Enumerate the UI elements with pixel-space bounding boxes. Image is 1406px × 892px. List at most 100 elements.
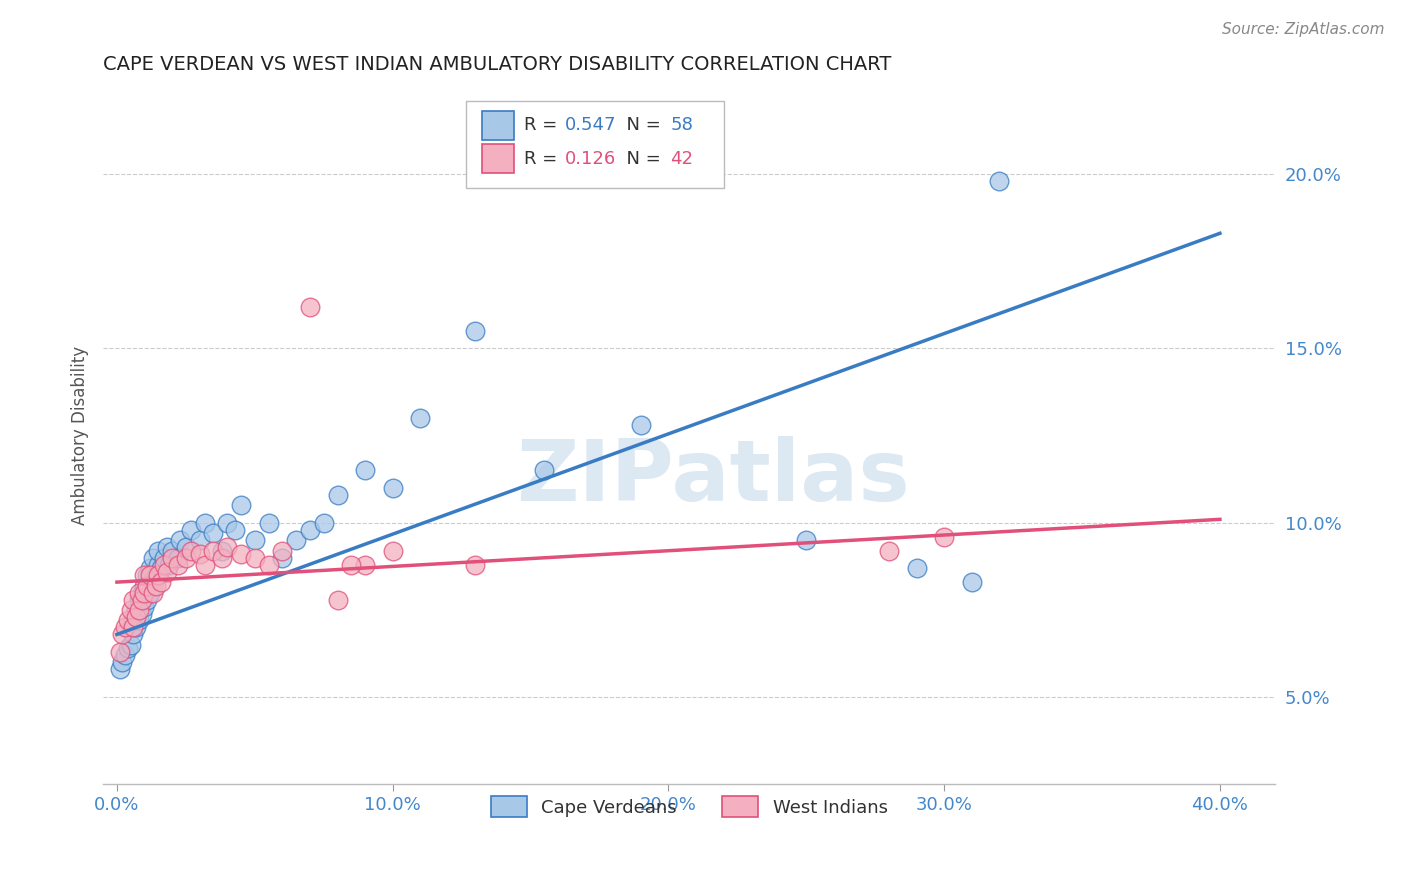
Point	[120, 638, 142, 652]
Point	[340, 558, 363, 572]
Point	[217, 540, 239, 554]
Point	[202, 543, 225, 558]
Point	[217, 516, 239, 530]
Point	[157, 558, 180, 572]
Point	[120, 620, 142, 634]
Point	[194, 516, 217, 530]
Point	[155, 565, 177, 579]
Point	[174, 550, 197, 565]
Point	[131, 592, 153, 607]
Point	[354, 463, 377, 477]
Point	[166, 558, 188, 572]
Text: Source: ZipAtlas.com: Source: ZipAtlas.com	[1222, 22, 1385, 37]
Point	[134, 599, 156, 614]
Point	[131, 585, 153, 599]
Text: 0.126: 0.126	[565, 150, 616, 168]
Point	[160, 543, 183, 558]
Point	[128, 603, 150, 617]
Text: N =: N =	[616, 150, 666, 168]
Point	[464, 558, 486, 572]
Point	[111, 627, 134, 641]
Point	[464, 324, 486, 338]
Point	[326, 488, 349, 502]
Text: 0.547: 0.547	[565, 116, 616, 134]
Point	[877, 543, 900, 558]
Text: 42: 42	[671, 150, 693, 168]
Point	[128, 585, 150, 599]
Point	[131, 607, 153, 621]
Point	[202, 526, 225, 541]
Text: CAPE VERDEAN VS WEST INDIAN AMBULATORY DISABILITY CORRELATION CHART: CAPE VERDEAN VS WEST INDIAN AMBULATORY D…	[103, 55, 891, 74]
Point	[934, 530, 956, 544]
Point	[150, 575, 173, 590]
Point	[136, 579, 159, 593]
Point	[381, 481, 404, 495]
Text: ZIPatlas: ZIPatlas	[516, 436, 910, 519]
Point	[114, 620, 136, 634]
Point	[243, 533, 266, 548]
Point	[150, 561, 173, 575]
Point	[243, 550, 266, 565]
Point	[180, 543, 202, 558]
Point	[142, 579, 165, 593]
Point	[128, 614, 150, 628]
FancyBboxPatch shape	[467, 101, 724, 188]
Point	[142, 585, 165, 599]
Point	[194, 558, 217, 572]
Point	[148, 568, 170, 582]
Point	[148, 558, 170, 572]
Point	[409, 411, 432, 425]
Point	[211, 550, 233, 565]
Point	[326, 592, 349, 607]
Point	[160, 550, 183, 565]
Point	[224, 523, 246, 537]
Point	[117, 614, 139, 628]
Point	[134, 579, 156, 593]
Point	[142, 550, 165, 565]
Point	[145, 568, 167, 582]
Point	[125, 620, 148, 634]
Point	[229, 547, 252, 561]
Point	[169, 533, 191, 548]
Point	[354, 558, 377, 572]
Point	[988, 174, 1011, 188]
Point	[136, 568, 159, 582]
Point	[128, 592, 150, 607]
Point	[188, 547, 211, 561]
FancyBboxPatch shape	[482, 111, 515, 140]
Point	[114, 648, 136, 663]
Point	[139, 561, 162, 575]
Point	[905, 561, 928, 575]
Point	[136, 592, 159, 607]
Point	[122, 592, 145, 607]
Point	[122, 620, 145, 634]
Legend: Cape Verdeans, West Indians: Cape Verdeans, West Indians	[484, 789, 894, 824]
Point	[271, 550, 294, 565]
Point	[108, 645, 131, 659]
Point	[271, 543, 294, 558]
Point	[312, 516, 335, 530]
Text: R =: R =	[524, 150, 562, 168]
Point	[111, 656, 134, 670]
Text: 58: 58	[671, 116, 693, 134]
Point	[229, 499, 252, 513]
Point	[145, 579, 167, 593]
Point	[148, 543, 170, 558]
Point	[533, 463, 555, 477]
Point	[125, 610, 148, 624]
Point	[794, 533, 817, 548]
Text: R =: R =	[524, 116, 562, 134]
Point	[630, 418, 652, 433]
Point	[257, 516, 280, 530]
Point	[298, 300, 321, 314]
Point	[298, 523, 321, 537]
Point	[152, 550, 174, 565]
Point	[120, 603, 142, 617]
Point	[134, 585, 156, 599]
Point	[180, 523, 202, 537]
FancyBboxPatch shape	[482, 144, 515, 173]
Point	[960, 575, 983, 590]
Point	[122, 627, 145, 641]
Point	[139, 568, 162, 582]
Point	[381, 543, 404, 558]
